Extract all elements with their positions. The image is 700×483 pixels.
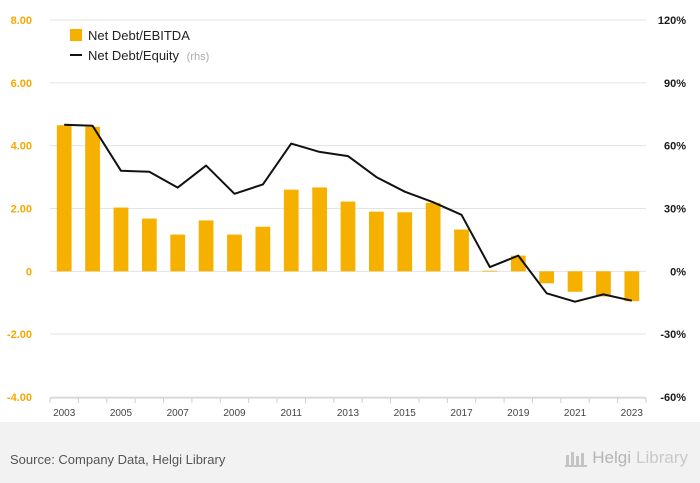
left-tick-label: 2.00 [11,204,32,216]
bar [312,187,327,272]
x-tick-label: 2007 [167,408,190,419]
left-tick-label: -4.00 [7,392,32,404]
legend-label-net-debt-equity: Net Debt/Equity [88,48,180,63]
line-path [64,123,633,303]
brand-library: Library [636,448,688,467]
legend-label-net-debt-ebitda: Net Debt/EBITDA [88,28,190,43]
right-tick-label: 0% [670,266,686,278]
bar [397,212,413,272]
bar [170,234,186,272]
x-tick-label: 2005 [110,408,133,419]
legend: Net Debt/EBITDA Net Debt/Equity (rhs) [70,28,209,63]
bar [539,271,555,284]
left-tick-label: 8.00 [11,15,32,27]
left-tick-label: 6.00 [11,78,32,90]
x-tick-label: 2013 [337,408,360,419]
legend-swatch-bar [70,29,82,41]
bar [227,234,242,272]
x-tick-label: 2019 [507,408,530,419]
bar-series-net-debt-ebitda [56,125,640,302]
bar [567,271,583,292]
left-tick-label: -2.00 [7,329,32,341]
x-tick-label: 2009 [223,408,246,419]
brand-helgi: Helgi [592,448,632,467]
footer: Source: Company Data, Helgi Library Helg… [0,422,700,483]
library-icon [565,452,588,467]
right-tick-label: 90% [664,78,686,90]
right-axis: 120% 90% 60% 30% 0% -30% -60% [658,15,686,404]
left-tick-label: 4.00 [11,141,32,153]
left-tick-label: 0 [26,266,32,278]
legend-note-rhs: (rhs) [187,51,210,63]
bar [454,229,469,272]
bar [283,189,299,272]
bar [113,207,129,272]
bar [141,218,157,272]
x-tick-label: 2011 [280,408,302,419]
bar [369,211,384,272]
left-axis: 8.00 6.00 4.00 2.00 0 -2.00 -4.00 [7,15,32,404]
brand-logo: Helgi Library [565,448,688,468]
source-note: Source: Company Data, Helgi Library [10,452,226,467]
bar [596,271,611,297]
x-tick-label: 2021 [564,408,587,419]
right-tick-label: -30% [660,329,686,341]
right-tick-label: 120% [658,15,686,27]
bar [624,271,640,302]
x-axis: 2003 2005 2007 2009 2011 2013 2015 2017 2019 2021… [49,397,647,419]
bar [56,125,72,272]
line-series-net-debt-equity [64,123,633,303]
x-tick-label: 2015 [394,408,417,419]
bar [340,201,356,272]
bar [198,220,214,272]
x-tick-label: 2003 [53,408,76,419]
right-tick-label: 60% [664,141,686,153]
right-tick-label: -60% [660,392,686,404]
svg-text:Net Debt/Equity (rhs): Net Debt/Equity (rhs) [88,48,209,63]
bar [425,202,441,272]
combo-chart: 8.00 6.00 4.00 2.00 0 -2.00 -4.00 120% 90% 60% 30… [7,15,686,419]
right-tick-label: 30% [664,204,686,216]
bar [85,126,100,272]
bar [255,226,271,272]
x-tick-label: 2023 [621,408,644,419]
bar [482,270,498,272]
x-tick-label: 2017 [450,408,473,419]
